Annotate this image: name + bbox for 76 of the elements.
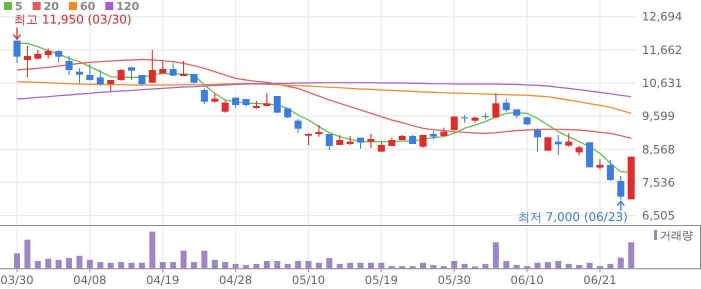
y-tick-label: 7,536 (642, 175, 675, 190)
bar (170, 262, 176, 268)
bar (316, 262, 322, 268)
x-tick-label: 04/08 (73, 273, 106, 287)
bar (358, 262, 364, 268)
x-tick-label: 06/21 (583, 273, 617, 287)
bar (86, 260, 93, 268)
bar (138, 262, 145, 268)
bar (544, 262, 551, 268)
y-tick-label: 10,631 (642, 76, 682, 90)
bar (128, 262, 135, 268)
bar (190, 262, 197, 268)
bar (232, 264, 239, 268)
annotation: 최고 11,950 (03/30) (14, 12, 132, 27)
bar (368, 262, 374, 268)
bar (618, 258, 624, 268)
bar (284, 264, 291, 268)
bar (243, 265, 250, 268)
x-tick-label: 05/30 (438, 273, 471, 287)
y-tick-label: 8,568 (642, 142, 675, 156)
bar (160, 262, 166, 268)
bar (482, 264, 488, 268)
bar (586, 262, 593, 268)
bar (264, 260, 270, 268)
bar (347, 262, 354, 268)
x-tick-label: 05/19 (364, 273, 398, 287)
bar (56, 260, 62, 268)
bar (24, 240, 30, 268)
bar (108, 262, 114, 268)
bar (555, 260, 562, 268)
legend-label: 20 (44, 0, 60, 13)
bar (534, 262, 541, 268)
bar (253, 264, 260, 268)
x-tick-label: 04/28 (219, 273, 252, 287)
bar (576, 265, 582, 268)
bar (492, 242, 499, 268)
bar (14, 253, 20, 268)
bar (34, 260, 41, 268)
bar (451, 260, 458, 268)
y-tick-label: 6,505 (642, 208, 675, 223)
bar (336, 264, 343, 268)
legend-label: 거래량 (660, 229, 693, 242)
x-tick-label: 05/10 (292, 273, 326, 287)
legend-label: 60 (80, 0, 96, 13)
bar (628, 242, 634, 268)
bar (430, 265, 436, 268)
bar (305, 260, 312, 268)
bar (378, 262, 384, 268)
x-tick-label: 04/19 (146, 273, 180, 287)
y-tick-label: 11,662 (642, 42, 682, 57)
bar (118, 262, 124, 268)
bar (274, 260, 280, 268)
legend-label: 5 (15, 0, 23, 13)
bar (97, 262, 104, 268)
bar (149, 232, 156, 268)
bar (201, 250, 208, 268)
bar (212, 260, 218, 268)
y-tick-label: 9,599 (642, 109, 675, 124)
x-tick-label: 06/10 (510, 273, 544, 287)
bar (503, 260, 510, 268)
bar (66, 258, 72, 268)
bar (180, 250, 187, 268)
legend-label: 120 (116, 0, 140, 13)
bar (420, 262, 426, 268)
bar (295, 260, 302, 268)
bar (462, 264, 468, 268)
y-tick-label: 12,694 (642, 10, 682, 24)
bar (222, 262, 228, 268)
bar (45, 258, 52, 268)
bar (566, 264, 572, 268)
annotation: 최저 7,000 (06/23) (518, 210, 628, 224)
bar (514, 265, 520, 268)
x-tick-label: 03/30 (0, 273, 34, 287)
bar (76, 256, 82, 268)
bar (326, 258, 332, 268)
bar (607, 264, 614, 268)
